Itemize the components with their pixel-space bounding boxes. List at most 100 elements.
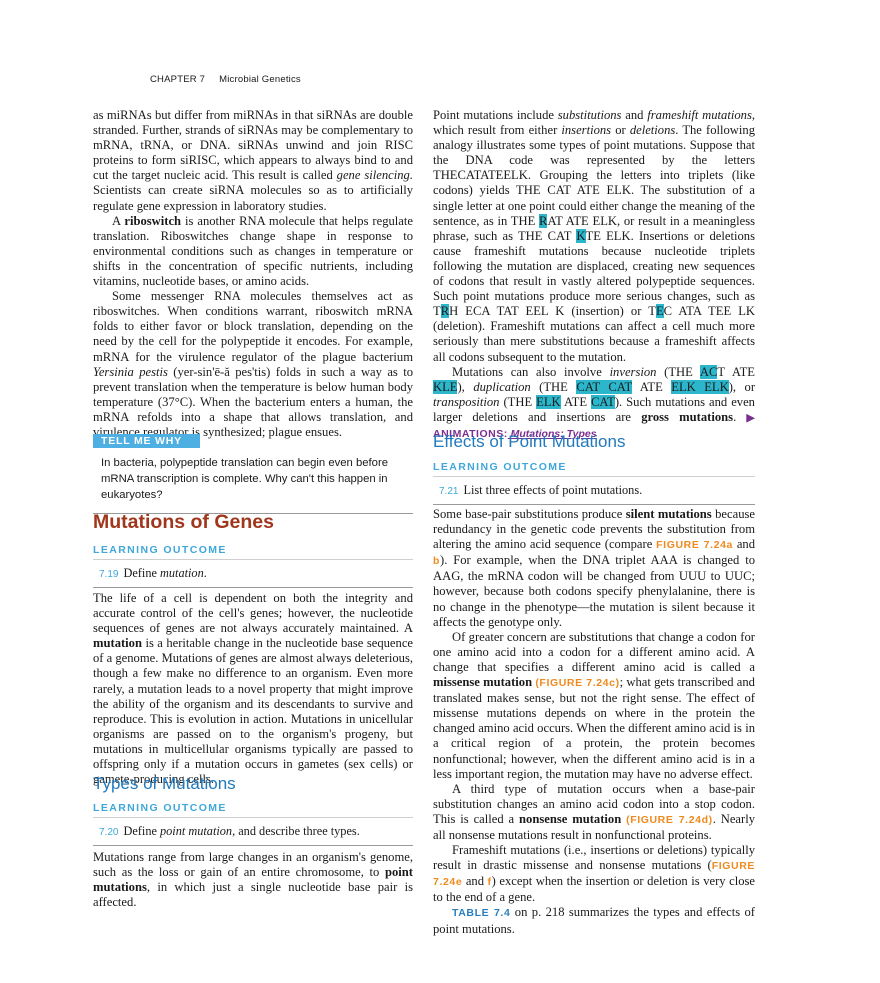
- table-reference: TABLE 7.4: [452, 907, 511, 920]
- text-run: Point mutations include: [433, 108, 558, 122]
- text-run: ) except when the insertion or deletion …: [433, 874, 755, 905]
- text-run: List three effects of point mutations.: [463, 483, 643, 497]
- paragraph: A riboswitch is another RNA molecule tha…: [93, 214, 413, 289]
- italic-term: mutation: [160, 566, 204, 580]
- italic-term: inversion: [609, 364, 657, 379]
- italic-term: substitutions: [557, 108, 622, 122]
- highlighted-letters: CAT: [591, 394, 615, 409]
- left-text: Mutations range from large changes in an…: [93, 850, 413, 910]
- text-run: Frameshift mutations (i.e., insertions o…: [433, 843, 755, 873]
- italic-term: Yersinia pestis: [93, 364, 168, 379]
- left-text: as miRNAs but differ from miRNAs in that…: [93, 108, 413, 440]
- paragraph: as miRNAs but differ from miRNAs in that…: [93, 108, 413, 214]
- lo-heading: LEARNING OUTCOME: [93, 544, 227, 556]
- subsection-title: Effects of Point Mutations: [433, 432, 626, 451]
- box-label: TELL ME WHY: [93, 434, 200, 448]
- text-run: . The following analogy illustrates some…: [433, 123, 755, 228]
- bold-term: riboswitch: [124, 213, 182, 228]
- paragraph: A third type of mutation occurs when a b…: [433, 782, 755, 843]
- text-run: ). For example, when the DNA triplet AAA…: [433, 553, 755, 629]
- figure-reference: (FIGURE 7.24c): [535, 677, 620, 690]
- text-run: and: [462, 874, 488, 889]
- text-run: as miRNAs but differ from miRNAs in that…: [93, 108, 413, 183]
- bold-term: missense mutation: [433, 675, 533, 690]
- figure-reference: f: [487, 876, 492, 889]
- lo-number: 7.20: [99, 827, 119, 838]
- box-text: In bacteria, polypeptide translation can…: [93, 449, 413, 514]
- italic-term: transposition: [433, 394, 500, 409]
- text-run: Define: [123, 566, 160, 580]
- text-run: H ECA TAT EEL K (insertion) or T: [449, 304, 656, 319]
- bold-term: gross mutations: [641, 409, 734, 424]
- italic-term: frameshift mutations: [647, 108, 752, 122]
- italic-term: gene silencing.: [336, 168, 413, 183]
- italic-term: insertions: [561, 123, 612, 138]
- highlighted-letters: CAT CAT: [576, 379, 632, 394]
- paragraph: Mutations range from large changes in an…: [93, 850, 413, 910]
- text-run: ATE: [560, 394, 592, 409]
- highlighted-letters: KLE: [433, 379, 458, 394]
- text-run: and: [621, 108, 648, 122]
- text-run: ). Such mutations and even larger deleti…: [433, 394, 755, 424]
- animation-title[interactable]: Mutations: Types: [507, 427, 597, 440]
- running-header: CHAPTER 7 Microbial Genetics: [150, 74, 301, 85]
- text-run: A third type of mutation occurs when a b…: [433, 781, 755, 826]
- text-run: (THE: [530, 379, 577, 394]
- lo-number: 7.19: [99, 569, 119, 580]
- lo-item: 7.19 Define mutation.: [93, 559, 413, 588]
- tell-me-why: TELL ME WHY In bacteria, polypeptide tra…: [93, 431, 413, 514]
- text-run: and: [732, 537, 755, 552]
- figure-reference: (FIGURE 7.24d): [626, 813, 713, 826]
- learning-outcome: LEARNING OUTCOME 7.20 Define point mutati…: [93, 802, 413, 846]
- paragraph: Mutations can also involve inversion (TH…: [433, 364, 756, 442]
- text-run: Mutations can also involve: [452, 364, 610, 379]
- lo-number: 7.21: [439, 486, 459, 497]
- text-run: T ATE: [717, 364, 755, 379]
- right-text: Some base-pair substitutions produce sil…: [433, 507, 755, 937]
- bold-term: silent mutations: [625, 507, 712, 521]
- highlighted-letters: ELK: [536, 394, 561, 409]
- chapter-label: CHAPTER 7: [150, 74, 206, 85]
- highlighted-letters: R: [539, 213, 548, 228]
- text-run: . Nearly all nonsense mutations result i…: [433, 811, 755, 842]
- lo-text: List three effects of point mutations.: [463, 483, 642, 497]
- text-run: C ATA TEE LK (deletion). Frameshift muta…: [433, 304, 755, 364]
- section-title: Mutations of Genes: [93, 511, 274, 533]
- text-run: is a heritable change in the nucleotide …: [93, 636, 413, 787]
- paragraph: The life of a cell is dependent on both …: [93, 591, 413, 787]
- text-run: A: [112, 213, 125, 228]
- highlighted-letters: AC: [699, 364, 718, 379]
- text-run: or: [611, 123, 630, 138]
- italic-term: point mutation: [160, 824, 233, 838]
- text-run: The life of a cell is dependent on both …: [93, 591, 413, 636]
- text-run: , in which just a single nucleotide base…: [93, 880, 413, 910]
- chapter-title: Microbial Genetics: [219, 74, 301, 85]
- text-run: , which result from either: [433, 108, 756, 138]
- text-run: Some messenger RNA molecules themselves …: [93, 289, 413, 364]
- bold-term: nonsense mutation: [519, 811, 622, 826]
- right-text: Point mutations include substitutions an…: [433, 108, 755, 442]
- text-run: , and describe three types.: [232, 824, 360, 838]
- paragraph: TABLE 7.4 on p. 218 summarizes the types…: [433, 905, 755, 936]
- text-run: .: [733, 409, 747, 424]
- figure-reference: FIGURE 7.24a: [656, 539, 733, 552]
- paragraph: Frameshift mutations (i.e., insertions o…: [433, 843, 755, 905]
- text-run: (THE: [656, 364, 700, 379]
- left-text: The life of a cell is dependent on both …: [93, 591, 413, 787]
- figure-reference: b: [433, 555, 441, 568]
- lo-text: Define point mutation, and describe thre…: [123, 824, 359, 838]
- animation-link[interactable]: ▶ ANIMATIONS:: [433, 411, 756, 440]
- text-run: Mutations range from large changes in an…: [93, 850, 413, 880]
- figure-reference: FIGURE 7.24e: [433, 860, 755, 889]
- text-run: ),: [457, 379, 474, 394]
- learning-outcome: LEARNING OUTCOME 7.21 List three effects …: [433, 461, 755, 505]
- lo-item: 7.20 Define point mutation, and describe …: [93, 817, 413, 846]
- text-run: ; what gets transcribed and translated m…: [433, 675, 755, 781]
- highlighted-letters: K: [576, 228, 586, 243]
- paragraph: Point mutations include substitutions an…: [433, 108, 755, 365]
- text-run: ATE: [631, 379, 672, 394]
- text-run: because redundancy in the genetic code p…: [433, 507, 755, 552]
- paragraph: Of greater concern are substitutions tha…: [433, 630, 755, 782]
- text-run: Some base-pair substitutions produce: [433, 507, 626, 521]
